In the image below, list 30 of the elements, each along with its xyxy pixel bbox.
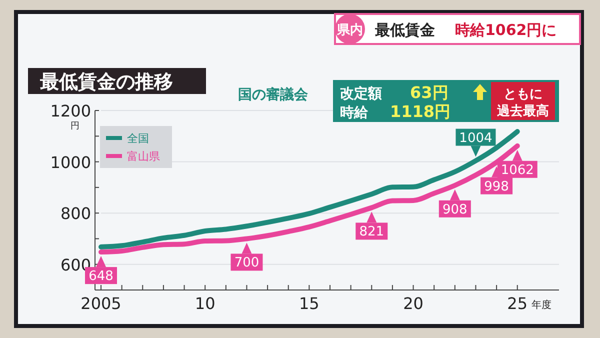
text: 最低賃金 [374,21,435,39]
text: 改定額 [340,85,382,102]
text: 県内 [336,23,363,38]
y-tick-label: 1200 [50,102,91,120]
data-label: 1004 [459,130,492,146]
annotation: 時給 [340,105,369,121]
data-label: 998 [484,179,509,194]
data-label: 1062 [500,162,534,178]
text: 国の審議会 [238,86,309,103]
legend-label: 全国 [127,132,149,145]
y-tick-label: 800 [60,204,91,224]
text: ともに [504,87,542,102]
x-axis-title: 年度 [531,299,552,311]
data-label: 700 [234,256,260,271]
chart-title: 最低賃金の推移 [39,71,173,93]
x-tick-label: 25 [507,294,528,313]
text: 63円 [410,83,448,102]
x-tick-label: 2005 [80,294,122,313]
y-axis-title: 円 [70,122,80,132]
x-tick-label: 15 [299,294,320,313]
text: 時給1062円に [455,21,557,39]
y-tick-label: 1000 [50,152,91,172]
data-label: 648 [88,269,114,284]
annotation: 過去最高 [496,103,549,119]
annotation: 1118円 [390,102,451,121]
x-tick-label: 10 [194,294,216,313]
x-tick-label: 20 [403,294,424,313]
data-label: 908 [442,202,468,218]
legend-label: 富山県 [127,150,160,163]
data-label: 821 [359,224,384,240]
